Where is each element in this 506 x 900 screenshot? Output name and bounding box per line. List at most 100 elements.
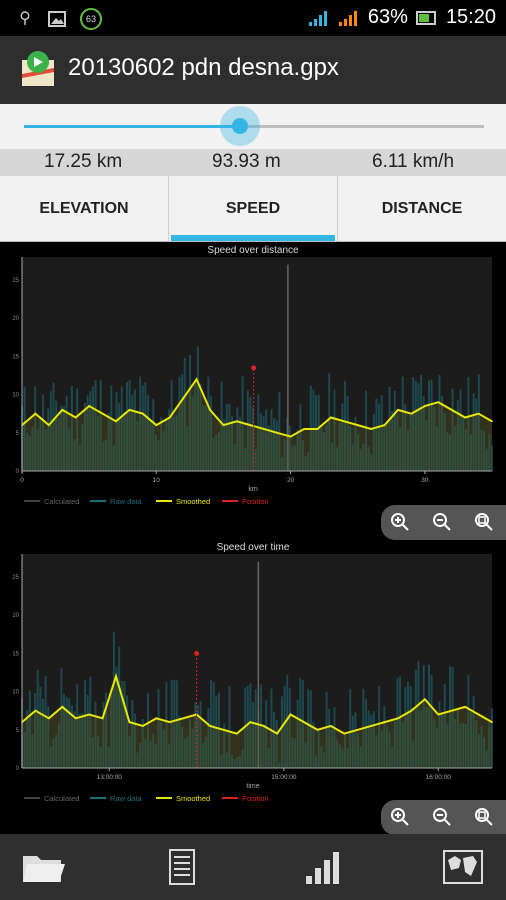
- zoom-in-icon[interactable]: [390, 512, 410, 532]
- smoothed-point: [289, 713, 292, 716]
- smoothed-point: [330, 725, 332, 727]
- y-tick-label: 10: [12, 393, 19, 399]
- smoothed-point: [424, 698, 426, 701]
- tab-speed[interactable]: SPEED: [168, 176, 337, 241]
- legend-label: Smoothed: [176, 794, 210, 803]
- tab-distance[interactable]: DISTANCE: [337, 176, 506, 241]
- x-axis-label: time: [246, 783, 259, 790]
- smoothed-point: [276, 732, 278, 735]
- legend-label: Position: [242, 794, 269, 803]
- smoothed-point: [34, 412, 37, 415]
- tab-bar: ELEVATION SPEED DISTANCE: [0, 176, 506, 242]
- smoothed-point: [262, 428, 265, 430]
- speed-over-distance-chart: Speed over distance 0 5 10 15 20 25 0 10 20 30 km Ca…: [12, 245, 493, 506]
- signal-icon: [308, 10, 327, 26]
- smoothed-point: [249, 424, 252, 426]
- slider-track[interactable]: [24, 106, 484, 146]
- position-marker: [251, 365, 257, 371]
- smoothed-point: [34, 709, 37, 712]
- document-list-icon[interactable]: [160, 848, 204, 886]
- smoothed-point: [101, 412, 104, 415]
- speed-readout: 6.11 km/h: [372, 151, 455, 172]
- folder-icon[interactable]: [21, 848, 65, 886]
- smoothed-point: [88, 713, 90, 716]
- map-icon[interactable]: [441, 848, 485, 886]
- smoothed-point: [289, 435, 292, 438]
- smoothed-point: [343, 732, 346, 735]
- x-tick-label: 10: [153, 477, 161, 484]
- legend-label: Calculated: [44, 497, 79, 506]
- map-pin-app-icon[interactable]: [20, 50, 56, 90]
- smoothed-point: [383, 424, 386, 426]
- smoothed-point: [128, 721, 131, 723]
- zoom-in-icon[interactable]: [390, 807, 410, 827]
- zoom-out-icon[interactable]: [432, 512, 452, 532]
- legend-label: Smoothed: [176, 497, 210, 506]
- zoom-reset-icon[interactable]: [474, 512, 494, 532]
- smoothed-area: [22, 379, 492, 471]
- smoothed-point: [316, 428, 319, 430]
- smoothed-point: [222, 424, 225, 426]
- zoom-controls-time: [381, 800, 506, 835]
- smoothed-point: [330, 416, 332, 419]
- readouts-bar: 17.25 km 93.93 m 6.11 km/h: [0, 149, 506, 176]
- x-tick-label: 13:00:00: [97, 774, 123, 781]
- smoothed-point: [115, 675, 117, 678]
- smoothed-point: [128, 409, 131, 411]
- smoothed-point: [303, 428, 305, 430]
- smoothed-point: [356, 424, 359, 426]
- notification-badge: 63: [80, 8, 102, 30]
- legend-label: Calculated: [44, 794, 79, 803]
- smoothed-point: [410, 412, 413, 415]
- smoothed-point: [195, 378, 198, 381]
- smoothed-point: [477, 713, 480, 716]
- x-tick-label: 30: [421, 477, 429, 484]
- smoothed-point: [477, 412, 480, 415]
- smoothed-point: [168, 416, 171, 419]
- tab-elevation[interactable]: ELEVATION: [39, 199, 129, 217]
- y-tick-label: 25: [12, 575, 19, 581]
- raw-data-series: [21, 346, 493, 471]
- signal-orange-icon: [338, 10, 357, 26]
- smoothed-point: [88, 405, 90, 407]
- smoothed-point: [397, 717, 399, 720]
- smoothed-point: [383, 721, 386, 723]
- x-tick-label: 15:00:00: [271, 774, 297, 781]
- app-title: 20130602 pdn desna.gpx: [68, 54, 339, 81]
- smoothed-point: [48, 424, 50, 426]
- y-tick-label: 25: [12, 278, 19, 284]
- y-tick-label: 0: [16, 766, 20, 772]
- smoothed-line: [21, 377, 493, 438]
- smoothed-point: [249, 721, 252, 723]
- battery-percent: 63%: [367, 6, 408, 28]
- legend-label: Raw data: [110, 794, 143, 803]
- y-tick-label: 5: [16, 728, 20, 734]
- smoothed-point: [370, 428, 372, 430]
- zoom-reset-icon[interactable]: [474, 807, 494, 827]
- smoothed-point: [343, 420, 346, 423]
- smoothed-point: [222, 728, 225, 731]
- smoothed-point: [74, 717, 77, 720]
- y-tick-label: 15: [12, 651, 19, 657]
- smoothed-point: [424, 405, 426, 407]
- image-notification-icon: [48, 11, 66, 27]
- x-tick-label: 20: [287, 477, 295, 484]
- smoothed-point: [142, 725, 144, 727]
- chart-title: Speed over distance: [207, 245, 299, 256]
- legend-label: Raw data: [110, 497, 143, 506]
- smoothed-point: [276, 431, 278, 434]
- smoothed-point: [491, 721, 493, 723]
- smoothed-point: [410, 709, 413, 712]
- y-tick-label: 5: [16, 431, 20, 437]
- smoothed-point: [464, 416, 466, 419]
- chart-bars-icon[interactable]: [300, 848, 344, 886]
- smoothed-point: [236, 732, 238, 735]
- smoothed-point: [61, 409, 64, 411]
- smoothed-point: [491, 420, 493, 423]
- smoothed-point: [101, 717, 104, 720]
- smoothed-point: [370, 725, 372, 727]
- smoothed-point: [168, 721, 171, 723]
- slider-thumb[interactable]: [220, 106, 261, 146]
- position-slider-area: [0, 104, 506, 149]
- zoom-out-icon[interactable]: [432, 807, 452, 827]
